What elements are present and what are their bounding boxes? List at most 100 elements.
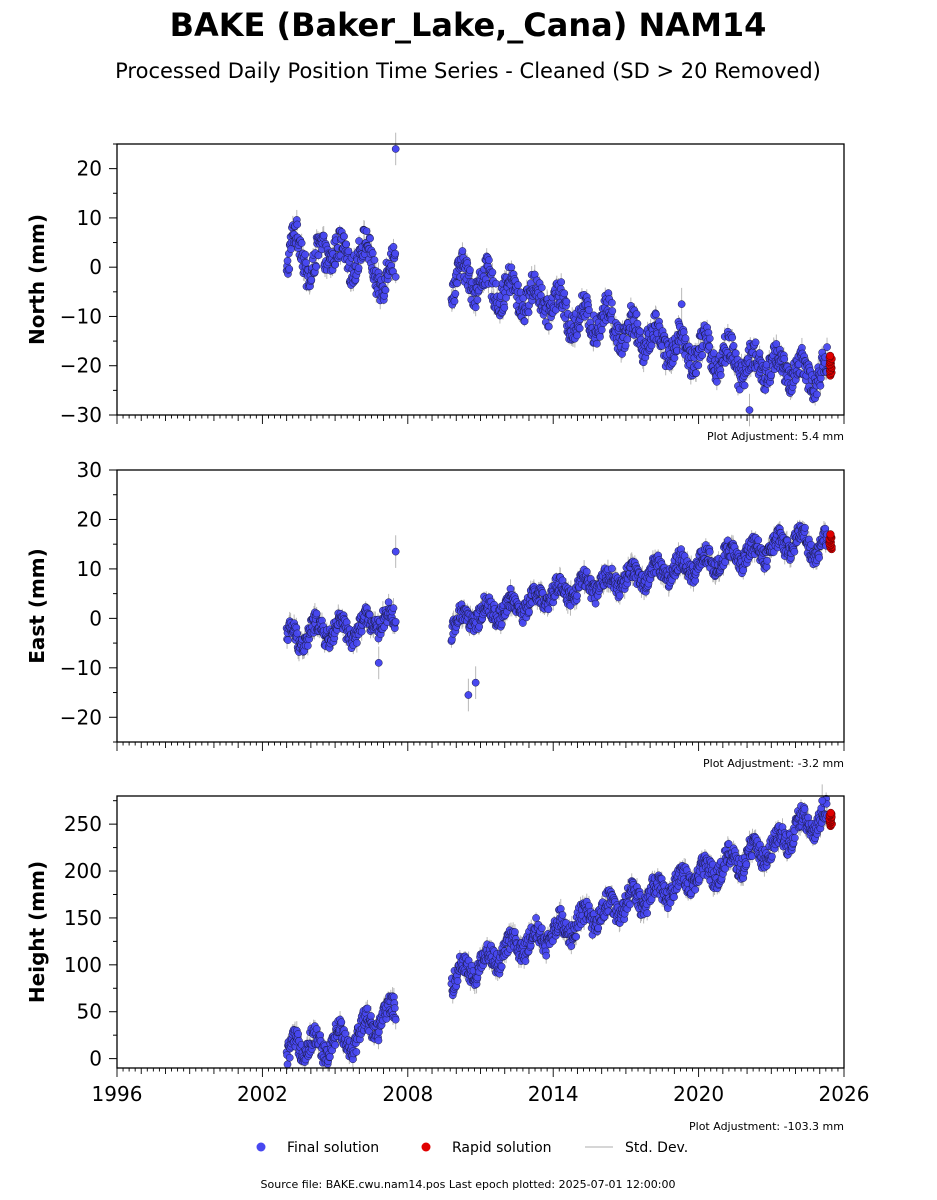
final-point bbox=[354, 264, 363, 272]
figure-title: BAKE (Baker_Lake,_Cana) NAM14 bbox=[170, 6, 767, 44]
y-tick-label: −10 bbox=[60, 304, 102, 328]
final-point bbox=[500, 303, 509, 312]
final-point bbox=[293, 629, 302, 638]
final-point bbox=[466, 266, 474, 275]
y-tick-label: 10 bbox=[77, 557, 102, 581]
final-point bbox=[754, 536, 763, 544]
final-point bbox=[582, 567, 591, 576]
final-point bbox=[502, 293, 510, 302]
y-tick-label: 10 bbox=[77, 206, 102, 230]
height-panel: 1996 2002 2008 2014 2020 2026050100150200250H… bbox=[25, 784, 869, 1133]
final-point bbox=[615, 591, 624, 600]
final-point bbox=[471, 303, 480, 312]
final-point bbox=[823, 343, 831, 351]
final-point bbox=[485, 256, 493, 264]
final-point bbox=[362, 227, 371, 236]
final-point bbox=[302, 258, 310, 267]
rapid-point bbox=[826, 351, 835, 360]
y-tick-label: −20 bbox=[60, 354, 102, 378]
east-panel: −20 −10 0 10 20 30 East (mm) Plot Adjustment: -… bbox=[25, 458, 845, 770]
final-point bbox=[537, 283, 546, 292]
figure-subtitle: Processed Daily Position Time Series - C… bbox=[115, 59, 821, 83]
final-point bbox=[357, 627, 366, 636]
final-points bbox=[282, 521, 831, 699]
final-point bbox=[314, 251, 323, 260]
y-axis-label: East (mm) bbox=[25, 548, 49, 664]
final-point bbox=[374, 659, 383, 667]
final-point bbox=[763, 556, 771, 565]
rapid-points bbox=[825, 351, 836, 380]
final-point bbox=[389, 242, 398, 251]
y-tick-label: 20 bbox=[77, 157, 102, 181]
final-point bbox=[681, 334, 690, 343]
final-point bbox=[525, 608, 533, 616]
y-axis: −30 −20 −10 0 10 20 bbox=[60, 143, 117, 427]
final-point bbox=[755, 349, 764, 357]
final-point bbox=[287, 245, 295, 253]
final-point bbox=[473, 296, 482, 304]
final-point bbox=[716, 371, 725, 379]
plot-adjustment-note: Plot Adjustment: 5.4 mm bbox=[707, 430, 844, 443]
final-point bbox=[312, 609, 321, 618]
final-point bbox=[384, 598, 393, 607]
final-point bbox=[284, 636, 292, 644]
final-point bbox=[632, 310, 641, 318]
final-point bbox=[636, 327, 644, 336]
final-point bbox=[514, 281, 522, 289]
final-point bbox=[391, 547, 400, 556]
y-axis: −20 −10 0 10 20 30 bbox=[60, 458, 117, 743]
final-point bbox=[591, 599, 600, 608]
final-point bbox=[573, 591, 581, 600]
final-point bbox=[698, 351, 707, 360]
final-point bbox=[307, 276, 316, 284]
final-point bbox=[816, 381, 825, 390]
final-point bbox=[705, 548, 714, 556]
final-point bbox=[573, 331, 581, 340]
final-point bbox=[285, 265, 294, 273]
final-point bbox=[368, 249, 377, 258]
y-tick-label: −20 bbox=[60, 705, 102, 729]
plot-area bbox=[282, 784, 836, 1072]
final-point bbox=[391, 249, 400, 258]
final-point bbox=[545, 322, 553, 331]
final-point bbox=[389, 604, 398, 612]
y-tick-label: 30 bbox=[77, 458, 102, 482]
plot-adjustment-note: Plot Adjustment: -3.2 mm bbox=[703, 757, 844, 770]
final-point bbox=[593, 339, 601, 348]
final-point bbox=[312, 262, 321, 271]
final-point bbox=[464, 691, 473, 699]
final-point bbox=[705, 342, 714, 351]
final-point bbox=[751, 338, 760, 347]
final-point bbox=[815, 553, 823, 562]
final-point bbox=[520, 317, 529, 326]
final-point bbox=[813, 390, 821, 399]
final-point bbox=[652, 310, 660, 319]
final-point bbox=[705, 334, 714, 343]
final-point bbox=[562, 297, 571, 306]
y-tick-label: 0 bbox=[89, 255, 102, 279]
final-point bbox=[670, 354, 679, 362]
plot-area bbox=[282, 519, 836, 712]
final-point bbox=[575, 324, 584, 333]
x-axis bbox=[116, 415, 845, 424]
final-point bbox=[391, 145, 400, 153]
final-point bbox=[608, 564, 616, 573]
north-panel: −30 −20 −10 0 10 20 North (mm) Plot Adjustment:… bbox=[25, 132, 845, 443]
final-point bbox=[507, 263, 516, 272]
final-point bbox=[391, 273, 400, 281]
y-axis-label: North (mm) bbox=[25, 214, 49, 345]
final-point bbox=[458, 247, 467, 255]
final-point bbox=[790, 547, 799, 556]
final-point bbox=[340, 232, 348, 241]
final-point bbox=[801, 523, 809, 532]
final-point bbox=[677, 300, 686, 308]
final-point bbox=[608, 298, 616, 307]
y-tick-label: 20 bbox=[77, 507, 102, 531]
final-point bbox=[366, 234, 374, 243]
final-point bbox=[497, 620, 506, 629]
final-point bbox=[633, 319, 642, 328]
final-point bbox=[729, 341, 738, 350]
x-axis bbox=[116, 742, 845, 751]
final-point bbox=[739, 566, 748, 575]
